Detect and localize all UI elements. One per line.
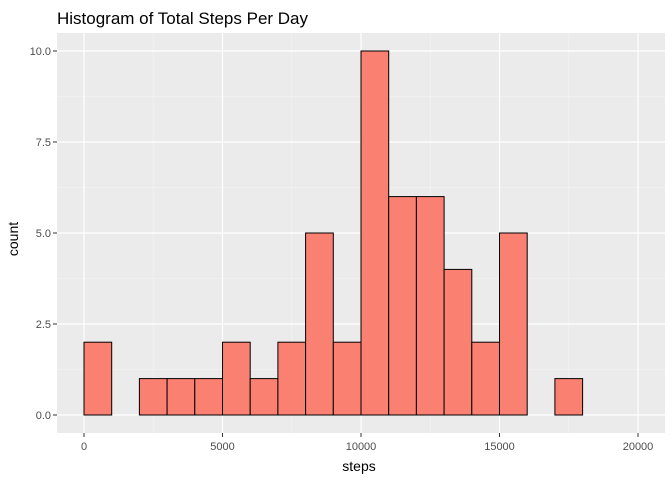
histogram-bar-7 <box>277 341 307 416</box>
y-axis-title: count <box>5 222 21 256</box>
histogram-bar-0 <box>83 341 113 416</box>
histogram-bar-11 <box>388 196 417 416</box>
histogram-bar-15 <box>499 232 528 416</box>
histogram-bars <box>83 50 584 416</box>
y-tick-label: 10.0 <box>30 46 51 58</box>
histogram-bar-10 <box>360 50 390 416</box>
histogram-bar-6 <box>249 378 279 416</box>
x-axis-title: steps <box>342 458 375 474</box>
x-tick-label: 0 <box>81 441 87 453</box>
y-axis-ticks: 0.0 2.5 5.0 7.5 10.0 <box>30 46 57 422</box>
histogram-bar-9 <box>332 341 362 416</box>
histogram-bar-13 <box>443 268 473 416</box>
histogram-bar-2 <box>138 378 168 416</box>
x-tick-label: 15000 <box>484 441 515 453</box>
x-axis-ticks: 0 5000 10000 15000 20000 <box>81 433 653 453</box>
y-tick-label: 2.5 <box>36 319 51 331</box>
histogram-bar-17 <box>554 378 584 416</box>
histogram-bar-3 <box>166 378 196 416</box>
histogram-bar-5 <box>222 341 251 416</box>
histogram-bar-14 <box>471 341 500 416</box>
y-tick-label: 0.0 <box>36 410 51 422</box>
histogram-bar-4 <box>194 378 224 416</box>
y-tick-label: 5.0 <box>36 228 51 240</box>
histogram-bar-12 <box>415 196 445 416</box>
chart-title: Histogram of Total Steps Per Day <box>57 9 309 28</box>
x-tick-label: 5000 <box>210 441 234 453</box>
y-tick-label: 7.5 <box>36 137 51 149</box>
x-tick-label: 20000 <box>623 441 654 453</box>
x-tick-label: 10000 <box>346 441 377 453</box>
histogram-bar-8 <box>305 232 334 416</box>
